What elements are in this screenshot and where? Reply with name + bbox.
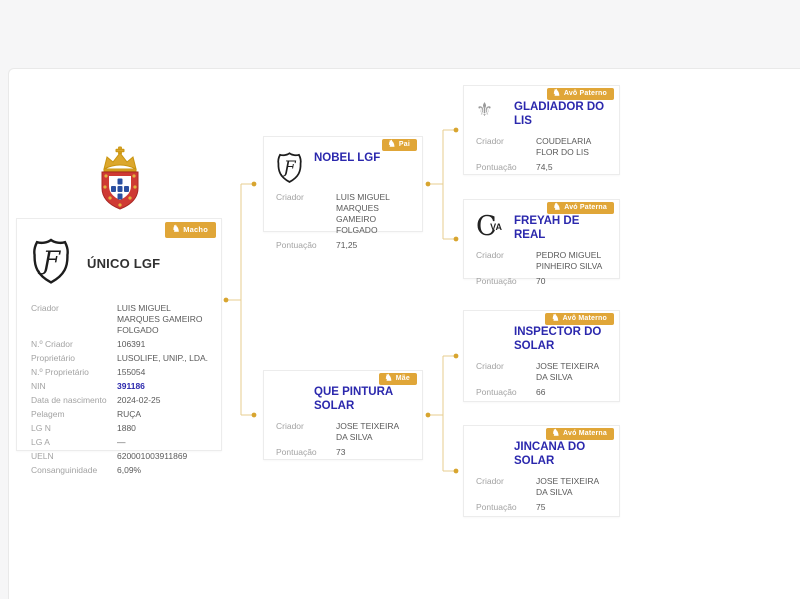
relation-badge-label: Avô Paterno [563,90,607,97]
detail-row-criador: Criador JOSE TEIXEIRA DA SILVA [276,421,399,442]
relation-badge: ♞ Avó Paterna [546,201,614,214]
cva-brand-icon: C VA [476,211,502,242]
detail-row-criador: Criador LUIS MIGUEL MARQUES GAMEIRO FOLGA… [276,192,390,235]
relation-badge: ♞ Avó Materna [545,427,614,440]
detail-row-pontuacao: Pontuação 73 [276,447,346,457]
relation-badge: ♞ Pai [381,138,417,151]
detail-row-lg-n: LG N 1880 [31,423,136,433]
detail-row-consanguinidade: Consanguinidade 6,09% [31,465,142,475]
horse-icon: ♞ [171,223,181,234]
relation-badge: ♞ Avô Paterno [546,87,614,100]
main-horse-card: ♞ Macho Ƒ ÚNICO LGF Criador LUIS MIGUEL M… [16,218,222,475]
detail-row-criador: Criador LUIS MIGUEL MARQUES GAMEIRO FOLGA… [31,303,203,335]
sex-badge-label: Macho [183,225,208,234]
horse-name-link[interactable]: QUE PINTURA SOLAR [314,386,393,412]
relation-badge: ♞ Mãe [378,372,417,385]
detail-row-proprietario: Proprietário LUSOLIFE, UNIP., LDA. [31,353,209,363]
horse-name-link[interactable]: INSPECTOR DO SOLAR [514,326,602,352]
horse-name-link[interactable]: NOBEL LGF [314,152,381,164]
detail-row-pontuacao: Pontuação 70 [476,276,546,286]
ancestor-card-avo-materna[interactable]: ♞ Avó Materna JINCANA DO SOLAR Criador JO… [463,425,620,517]
detail-row-criador: Criador PEDRO MIGUEL PINHEIRO SILVA [476,250,603,271]
horse-icon: ♞ [552,87,561,98]
svg-text:Ƒ: Ƒ [280,157,297,177]
detail-row-criador: Criador JOSE TEIXEIRA DA SILVA [476,476,599,497]
detail-row-pontuacao: Pontuação 75 [476,502,546,512]
lgf-brand-shield-icon: Ƒ [276,151,314,184]
svg-text:Ƒ: Ƒ [37,246,61,275]
horse-icon: ♞ [551,312,560,323]
relation-badge-label: Mãe [395,375,410,382]
horse-icon: ♞ [387,138,396,149]
lgf-brand-shield-icon: Ƒ [31,237,71,290]
ancestor-card-pai[interactable]: ♞ Pai Ƒ NOBEL LGF Criador LUIS MIGUEL MAR… [263,136,423,250]
horse-icon: ♞ [552,201,562,212]
detail-row-criador: Criador JOSE TEIXEIRA DA SILVA [476,361,599,382]
sex-badge: ♞ Macho [164,222,216,238]
horse-icon: ♞ [384,372,393,383]
ancestor-card-mae[interactable]: ♞ Mãe QUE PINTURA SOLAR Criador JOSE TEIX… [263,370,423,460]
ancestor-card-avo-paterno[interactable]: ♞ Avô Paterno ⚜ GLADIADOR DO LIS Criador… [463,85,620,175]
relation-badge: ♞ Avô Materno [545,313,614,325]
detail-row-pontuacao: Pontuação 71,25 [276,240,358,250]
studbook-crest-logo [96,146,144,219]
horse-name-link[interactable]: JINCANA DO SOLAR [514,441,586,467]
fleur-de-lis-icon: ⚜ [476,100,494,121]
horse-name-link[interactable]: FREYAH DE REAL [514,215,580,241]
ancestor-card-avo-paterna[interactable]: ♞ Avó Paterna C VA FREYAH DE REAL Criado… [463,199,620,286]
detail-row-nin: NIN 391186 [31,381,209,392]
relation-badge-label: Pai [398,141,410,148]
detail-row-lg-a: LG A — [31,437,126,447]
detail-row-data-nascimento: Data de nascimento 2024-02-25 [31,395,161,405]
horse-name-link[interactable]: GLADIADOR DO LIS [514,101,605,127]
main-horse-details: Criador LUIS MIGUEL MARQUES GAMEIRO FOLGA… [31,303,209,476]
detail-row-num-criador: N.º Criador 106391 [31,339,146,349]
relation-badge-label: Avô Materno [562,315,607,322]
relation-badge-label: Avó Paterna [564,204,607,211]
main-horse-name: ÚNICO LGF [87,256,161,271]
horse-icon: ♞ [551,427,561,438]
detail-row-num-proprietario: N.º Proprietário 155054 [31,367,146,377]
ancestor-card-avo-materno[interactable]: ♞ Avô Materno INSPECTOR DO SOLAR Criador… [463,310,620,402]
relation-badge-label: Avó Materna [563,430,607,437]
detail-row-pontuacao: Pontuação 74,5 [476,162,553,172]
nin-link[interactable]: 391186 [117,381,145,391]
detail-row-criador: Criador COUDELARIA FLOR DO LIS [476,136,591,157]
detail-row-ueln: UELN 620001003911869 [31,451,188,461]
detail-row-pelagem: Pelagem RUÇA [31,409,142,419]
detail-row-pontuacao: Pontuação 66 [476,387,546,397]
